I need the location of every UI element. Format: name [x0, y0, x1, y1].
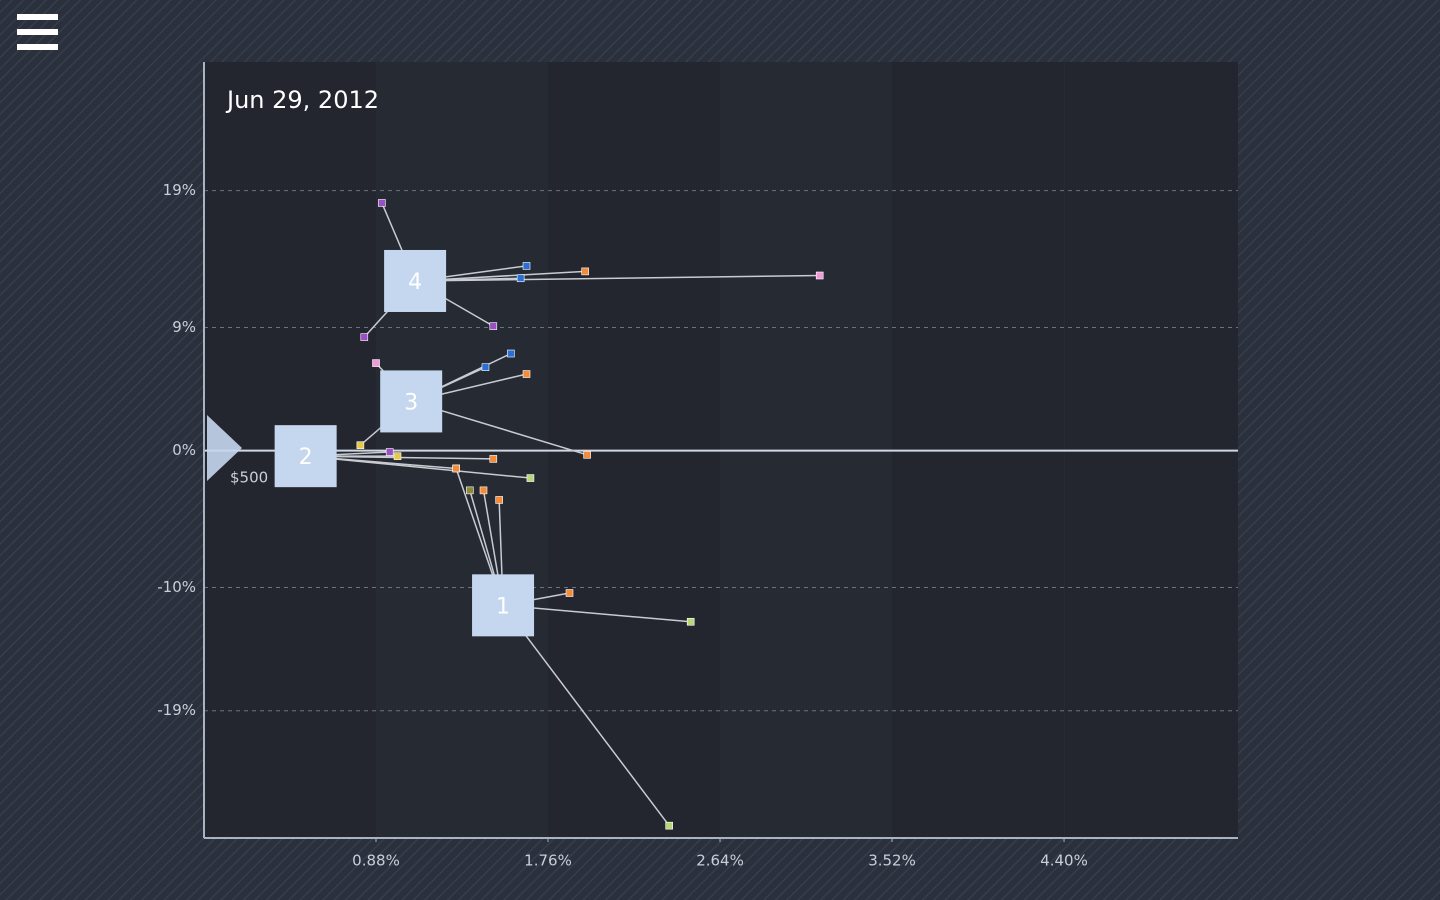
x-tick-label: 3.52% [868, 852, 916, 870]
node [384, 249, 447, 312]
node-label: 1 [496, 594, 510, 619]
connector [502, 604, 691, 623]
connector [502, 604, 670, 827]
point [372, 359, 380, 367]
point [481, 363, 490, 371]
point [385, 448, 394, 456]
chart-title: Jun 29, 2012 [225, 86, 379, 114]
y-tick-label: 9% [172, 318, 196, 336]
point [565, 589, 574, 597]
y-tick-label: 19% [163, 181, 196, 199]
menu-bar [17, 44, 58, 50]
point [489, 455, 498, 463]
node [274, 425, 337, 488]
y-tick-label: -19% [157, 701, 196, 719]
point [522, 370, 531, 378]
x-tick-label: 1.76% [524, 852, 572, 870]
points [356, 199, 824, 830]
y-tick-label: -10% [157, 578, 196, 596]
point [479, 486, 488, 495]
point [378, 199, 386, 207]
node-label: 3 [404, 390, 418, 415]
y-tick-label: 0% [172, 441, 196, 459]
point [686, 617, 695, 626]
point [393, 452, 402, 460]
menu-button[interactable] [17, 14, 58, 50]
point [516, 274, 525, 283]
node-label: 2 [299, 445, 313, 470]
node [380, 370, 443, 433]
menu-bar [17, 29, 58, 35]
point [583, 450, 591, 459]
point [452, 464, 460, 473]
point [507, 349, 515, 358]
x-tick-label: 0.88% [352, 852, 400, 870]
point [360, 333, 369, 341]
point [466, 486, 474, 495]
point [495, 496, 503, 504]
point [522, 262, 531, 270]
x-tick-label: 2.64% [696, 852, 744, 870]
point [526, 474, 535, 482]
menu-bar [17, 14, 58, 20]
point [489, 322, 498, 330]
annotation: $500 [230, 469, 268, 487]
point [581, 267, 589, 276]
point [815, 271, 824, 280]
node-label: 4 [408, 270, 422, 295]
node [472, 574, 535, 637]
pointer [207, 415, 242, 481]
connector [415, 274, 820, 282]
x-tick-label: 4.40% [1040, 852, 1088, 870]
point [356, 441, 365, 450]
point [665, 821, 674, 830]
nodes: 1 2 3 4 [274, 249, 535, 637]
plot: 1 2 3 4 [274, 199, 824, 830]
